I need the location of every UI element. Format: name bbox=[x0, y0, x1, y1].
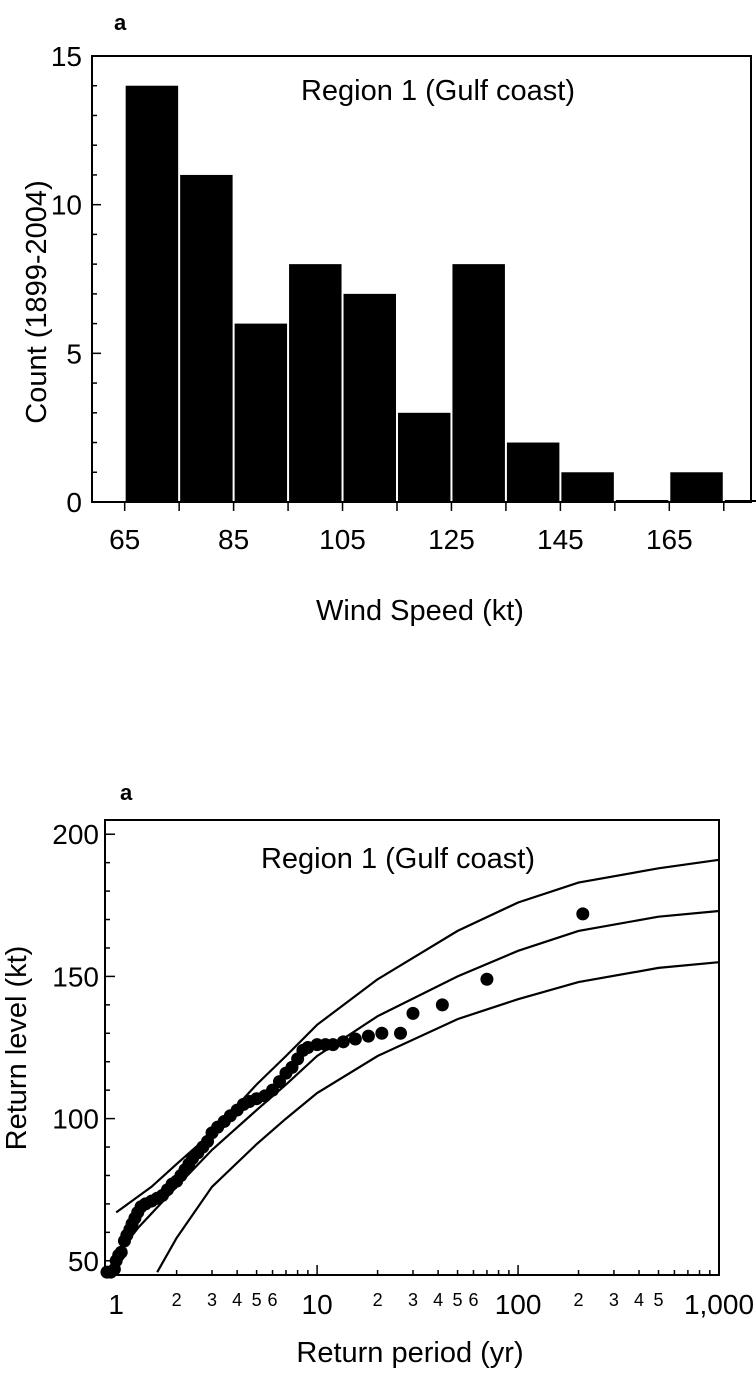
return-level-point bbox=[348, 1032, 362, 1046]
return-level-point bbox=[361, 1029, 375, 1043]
histogram-bar-75 bbox=[180, 174, 233, 502]
return-level-y-axis-label: Return level (kt) bbox=[1, 946, 33, 1151]
histogram-x-tick-label: 65 bbox=[109, 524, 140, 555]
return-level-x-tick-label: 10 bbox=[302, 1289, 333, 1320]
return-level-point bbox=[480, 972, 494, 986]
histogram-y-axis: 0 5 10 15 bbox=[51, 41, 101, 518]
histogram-bar-125 bbox=[452, 264, 505, 502]
return-level-x-minor-tick-label: 5 bbox=[654, 1290, 664, 1310]
histogram-x-tick-label: 145 bbox=[537, 524, 584, 555]
return-level-x-tick-label: 1 bbox=[108, 1289, 124, 1320]
return-level-x-tick-label: 1,000 bbox=[684, 1289, 754, 1320]
return-level-x-minor-tick-label: 2 bbox=[574, 1290, 584, 1310]
histogram-x-tick-label: 105 bbox=[319, 524, 366, 555]
return-level-x-minor-tick-label: 2 bbox=[373, 1290, 383, 1310]
histogram-x-tick-label: 125 bbox=[428, 524, 475, 555]
return-level-points bbox=[100, 907, 590, 1279]
return-level-panel-label: a bbox=[120, 780, 133, 805]
return-level-point bbox=[326, 1038, 340, 1052]
return-level-x-minor-tick-label: 3 bbox=[408, 1290, 418, 1310]
return-level-y-tick-label: 150 bbox=[52, 961, 99, 992]
histogram-bar-105 bbox=[343, 293, 396, 502]
return-level-curves bbox=[115, 858, 720, 1273]
return-level-curve-middle bbox=[115, 909, 720, 1256]
histogram-x-tick-label: 165 bbox=[646, 524, 693, 555]
return-level-point bbox=[406, 1006, 420, 1020]
histogram-bar-165 bbox=[670, 472, 723, 502]
histogram-bars bbox=[125, 85, 756, 502]
return-level-x-minor-tick-label: 5 bbox=[252, 1290, 262, 1310]
histogram-title: Region 1 (Gulf coast) bbox=[301, 75, 575, 107]
histogram-x-axis-label: Wind Speed (kt) bbox=[316, 595, 524, 627]
histogram-y-tick-label: 15 bbox=[51, 41, 82, 72]
return-level-x-minor-tick-label: 4 bbox=[634, 1290, 644, 1310]
histogram-y-tick-label: 10 bbox=[51, 190, 82, 221]
histogram-bar-95 bbox=[289, 264, 342, 502]
return-level-point bbox=[375, 1026, 389, 1040]
return-level-x-minor-tick-label: 6 bbox=[468, 1290, 478, 1310]
return-level-point bbox=[435, 998, 449, 1012]
return-level-x-minor-tick-label: 6 bbox=[268, 1290, 278, 1310]
return-level-x-minor-tick-label: 5 bbox=[453, 1290, 463, 1310]
return-level-plot-frame bbox=[104, 819, 720, 1276]
histogram-bar-85 bbox=[234, 323, 288, 502]
return-level-point bbox=[576, 907, 590, 921]
return-level-x-minor-tick-label: 4 bbox=[433, 1290, 443, 1310]
return-level-x-minor-tick-label: 4 bbox=[232, 1290, 242, 1310]
return-level-x-minor-tick-label: 3 bbox=[207, 1290, 217, 1310]
histogram-bar-135 bbox=[506, 442, 560, 502]
return-level-y-axis: 50 100 150 200 bbox=[52, 819, 115, 1277]
return-level-curve-upper bbox=[115, 858, 720, 1214]
return-level-x-minor-tick-label: 2 bbox=[172, 1290, 182, 1310]
return-level-x-tick-label: 100 bbox=[495, 1289, 542, 1320]
return-level-x-minor-tick-label: 3 bbox=[609, 1290, 619, 1310]
histogram-y-tick-label: 0 bbox=[66, 487, 82, 518]
return-level-curve-lower bbox=[156, 961, 720, 1273]
return-level-title: Region 1 (Gulf coast) bbox=[261, 843, 535, 875]
histogram-panel-label: a bbox=[114, 10, 127, 35]
return-level-x-axis-label: Return period (yr) bbox=[296, 1337, 523, 1369]
histogram-y-axis-label: Count (1899-2004) bbox=[21, 180, 53, 423]
return-level-point bbox=[114, 1245, 128, 1259]
return-level-point bbox=[393, 1026, 407, 1040]
return-level-y-tick-label: 100 bbox=[52, 1104, 99, 1135]
histogram-bar-145 bbox=[561, 472, 614, 502]
histogram-bar-65 bbox=[125, 85, 179, 502]
histogram-x-tick-label: 85 bbox=[218, 524, 249, 555]
return-level-y-tick-label: 50 bbox=[68, 1246, 99, 1277]
histogram-y-tick-label: 5 bbox=[66, 338, 82, 369]
histogram-panel: a 0 5 10 15 65 85 105 125 145 165 Region 1 (Gulf… bbox=[21, 10, 756, 627]
histogram-x-axis: 65 85 105 125 145 165 bbox=[109, 502, 725, 555]
return-level-y-tick-label: 200 bbox=[52, 819, 99, 850]
return-level-point bbox=[336, 1035, 350, 1049]
histogram-bar-115 bbox=[397, 412, 451, 502]
